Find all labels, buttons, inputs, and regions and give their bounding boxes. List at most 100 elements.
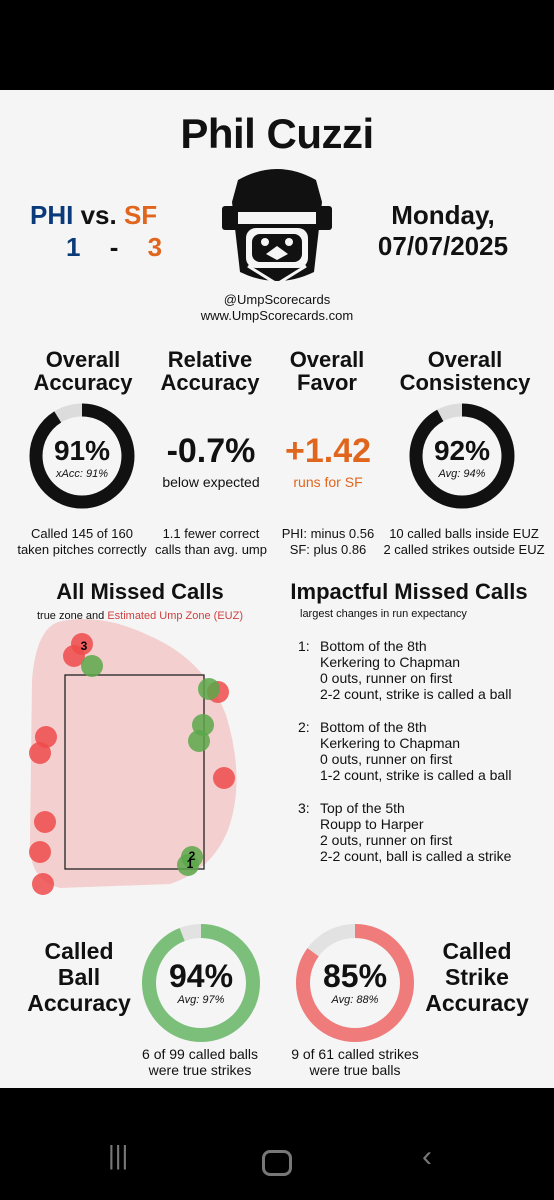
situation-line: 0 outs, runner on first xyxy=(320,670,453,686)
situation-line: 0 outs, runner on first xyxy=(320,751,453,767)
called-ball-note: 6 of 99 called balls were true strikes xyxy=(120,1046,280,1078)
date-day: Monday, xyxy=(391,200,495,230)
overall-favor-sub: runs for SF xyxy=(293,474,363,490)
missed-call-red-dot xyxy=(32,873,54,895)
date-value: 07/07/2025 xyxy=(377,231,509,261)
home-score: 3 xyxy=(147,232,163,262)
called-ball-note-1: 6 of 99 called balls xyxy=(142,1046,258,1062)
overall-favor-value: +1.42 xyxy=(284,432,372,470)
inning-line: Top of the 5th xyxy=(320,800,405,816)
missed-call-red-dot xyxy=(29,841,51,863)
relative-accuracy-title: Relative Accuracy xyxy=(150,348,270,394)
matchup-line: Roupp to Harper xyxy=(320,816,424,832)
impactful-item: 3: Top of the 5th Roupp to Harper 2 outs… xyxy=(298,800,548,864)
called-strike-note-2: were true balls xyxy=(309,1062,401,1078)
impactful-item: 1: Bottom of the 8th Kerkering to Chapma… xyxy=(298,638,548,702)
call-line: 1-2 count, strike is called a ball xyxy=(320,767,512,783)
relative-accuracy-note-2: calls than avg. ump xyxy=(154,542,267,557)
twitter-handle: @UmpScorecards xyxy=(223,292,331,307)
overall-favor-note-1: PHI: minus 0.56 xyxy=(281,526,375,541)
impactful-num: 1: xyxy=(298,638,310,654)
vs-text: vs. xyxy=(80,200,117,230)
called-strike-ring xyxy=(296,924,414,1042)
called-ball-value: 94% xyxy=(168,958,234,994)
impactful-item: 2: Bottom of the 8th Kerkering to Chapma… xyxy=(298,719,548,783)
overall-favor-note-2: SF: plus 0.86 xyxy=(289,542,367,557)
impactful-detail: Bottom of the 8th Kerkering to Chapman 0… xyxy=(320,638,511,702)
overall-consistency-title: Overall Consistency xyxy=(390,348,540,394)
overall-consistency-note-2: 2 called strikes outside EUZ xyxy=(383,542,545,557)
back-icon[interactable]: ‹ xyxy=(422,1140,432,1173)
missed-call-red-dot xyxy=(29,742,51,764)
call-line: 2-2 count, strike is called a ball xyxy=(320,686,512,702)
overall-accuracy-note-2: taken pitches correctly xyxy=(17,542,147,557)
missed-call-red-dot xyxy=(213,767,235,789)
missed-call-green-dot xyxy=(177,854,199,876)
all-missed-calls-subtitle: true zone and Estimated Ump Zone (EUZ) xyxy=(10,608,270,624)
called-strike-value: 85% xyxy=(322,958,388,994)
overall-favor-title-2: Favor xyxy=(297,370,357,395)
called-strike-title: Called Strike Accuracy xyxy=(410,938,544,1016)
credits: @UmpScorecards www.UmpScorecards.com xyxy=(0,292,554,324)
impactful-num: 2: xyxy=(298,719,310,735)
called-strike-avg: Avg: 88% xyxy=(331,994,379,1006)
score-line: 1 - 3 xyxy=(66,232,176,263)
called-strike-title-3: Accuracy xyxy=(425,990,529,1016)
missed-call-green-dot xyxy=(188,730,210,752)
overall-consistency-title-2: Consistency xyxy=(399,370,531,395)
relative-accuracy-note-1: 1.1 fewer correct xyxy=(162,526,260,541)
all-missed-calls-title: All Missed Calls xyxy=(56,579,224,604)
relative-accuracy-value: -0.7% xyxy=(166,432,256,470)
matchup-line: Kerkering to Chapman xyxy=(320,654,461,670)
missed-call-green-dot xyxy=(81,655,103,677)
overall-consistency-title-1: Overall xyxy=(427,347,503,372)
relative-accuracy-title-1: Relative xyxy=(167,347,253,372)
overall-accuracy-title-1: Overall xyxy=(45,347,121,372)
overall-consistency-note: 10 called balls inside EUZ 2 called stri… xyxy=(378,526,550,558)
strike-zone xyxy=(64,674,205,870)
inning-line: Bottom of the 8th xyxy=(320,719,427,735)
missed-call-green-dot xyxy=(198,678,220,700)
website: www.UmpScorecards.com xyxy=(200,308,354,323)
scorecard-card: Phil Cuzzi PHI vs. SF 1 - 3 Monday, 07/0… xyxy=(0,90,554,1088)
called-strike-note-1: 9 of 61 called strikes xyxy=(291,1046,419,1062)
overall-favor-title-1: Overall xyxy=(289,347,365,372)
missed-call-red-dot xyxy=(71,633,93,655)
missed-call-label: 2 xyxy=(189,849,196,863)
away-score: 1 xyxy=(66,232,81,262)
inning-line: Bottom of the 8th xyxy=(320,638,427,654)
impactful-num: 3: xyxy=(298,800,310,816)
overall-accuracy-title: Overall Accuracy xyxy=(20,348,146,394)
situation-line: 2 outs, runner on first xyxy=(320,832,453,848)
relative-accuracy-note: 1.1 fewer correct calls than avg. ump xyxy=(152,526,270,558)
overall-accuracy-value: 91% xyxy=(53,435,111,466)
called-strike-title-2: Strike xyxy=(445,964,509,990)
overall-consistency-avg: Avg: 94% xyxy=(438,468,486,480)
missed-call-label: 1 xyxy=(187,857,194,871)
called-ball-title: Called Ball Accuracy xyxy=(14,938,144,1016)
overall-consistency-ring xyxy=(409,403,515,509)
matchup: PHI vs. SF xyxy=(30,200,157,231)
impactful-missed-calls-title: Impactful Missed Calls xyxy=(290,579,528,604)
umpire-mask-icon xyxy=(222,169,332,286)
subtitle-euz: Estimated Ump Zone (EUZ) xyxy=(107,610,244,622)
called-ball-note-2: were true strikes xyxy=(148,1062,252,1078)
impactful-subtitle: largest changes in run expectancy xyxy=(300,608,467,620)
called-strike-note: 9 of 61 called strikes were true balls xyxy=(274,1046,436,1078)
overall-accuracy-xacc: xAcc: 91% xyxy=(56,468,108,480)
overall-accuracy-title-2: Accuracy xyxy=(33,370,133,395)
called-ball-avg: Avg: 97% xyxy=(177,994,225,1006)
called-ball-title-3: Accuracy xyxy=(27,990,131,1016)
overall-favor-note: PHI: minus 0.56 SF: plus 0.86 xyxy=(272,526,384,558)
home-button-icon[interactable] xyxy=(262,1150,292,1176)
recent-apps-icon[interactable]: ||| xyxy=(108,1140,129,1170)
called-ball-title-2: Ball xyxy=(57,964,101,990)
score-dash: - xyxy=(109,232,119,262)
call-line: 2-2 count, ball is called a strike xyxy=(320,848,512,864)
overall-accuracy-ring xyxy=(29,403,135,509)
overall-accuracy-note: Called 145 of 160 taken pitches correctl… xyxy=(8,526,156,558)
overall-favor-title: Overall Favor xyxy=(272,348,382,394)
missed-call-label: 3 xyxy=(81,639,88,653)
impactful-detail: Bottom of the 8th Kerkering to Chapman 0… xyxy=(320,719,511,783)
